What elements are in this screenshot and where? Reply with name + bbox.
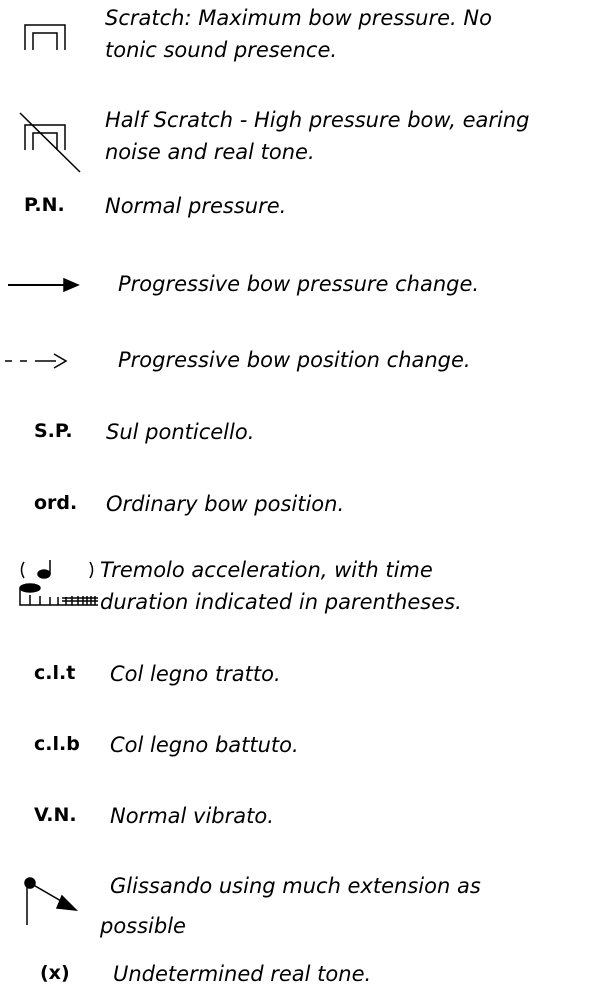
description: possible (100, 914, 186, 938)
description: Tremolo acceleration, with time (100, 558, 433, 582)
description: Normal pressure. (105, 194, 287, 218)
description: duration indicated in parentheses. (100, 590, 462, 614)
glissando-symbol (24, 877, 79, 925)
symbol: ord. (34, 492, 78, 514)
description: noise and real tone. (105, 140, 315, 164)
description: Progressive bow position change. (118, 348, 471, 372)
half-scratch-symbol (19, 112, 81, 173)
dashed-arrow-symbol (5, 353, 68, 369)
description: Col legno battuto. (110, 733, 299, 757)
symbol: c.l.t (34, 662, 76, 684)
description: Progressive bow pressure change. (118, 272, 480, 296)
symbol: (x) (40, 962, 70, 984)
arrow-symbol (8, 277, 80, 293)
description: Glissando using much extension as (110, 874, 481, 898)
symbol: c.l.b (34, 733, 80, 755)
symbol: P.N. (24, 194, 65, 216)
description: Half Scratch - High pressure bow, earing (105, 108, 530, 132)
symbol: V.N. (34, 804, 77, 826)
description: Ordinary bow position. (106, 492, 345, 516)
description: Scratch: Maximum bow pressure. No (105, 6, 492, 30)
scratch-symbol (24, 24, 66, 50)
description: Undetermined real tone. (113, 962, 372, 986)
symbol: S.P. (34, 420, 73, 442)
description: Sul ponticello. (106, 420, 255, 444)
tremolo-symbol (19, 560, 98, 606)
description: tonic sound presence. (105, 38, 338, 62)
description: Col legno tratto. (110, 662, 281, 686)
description: Normal vibrato. (110, 804, 274, 828)
